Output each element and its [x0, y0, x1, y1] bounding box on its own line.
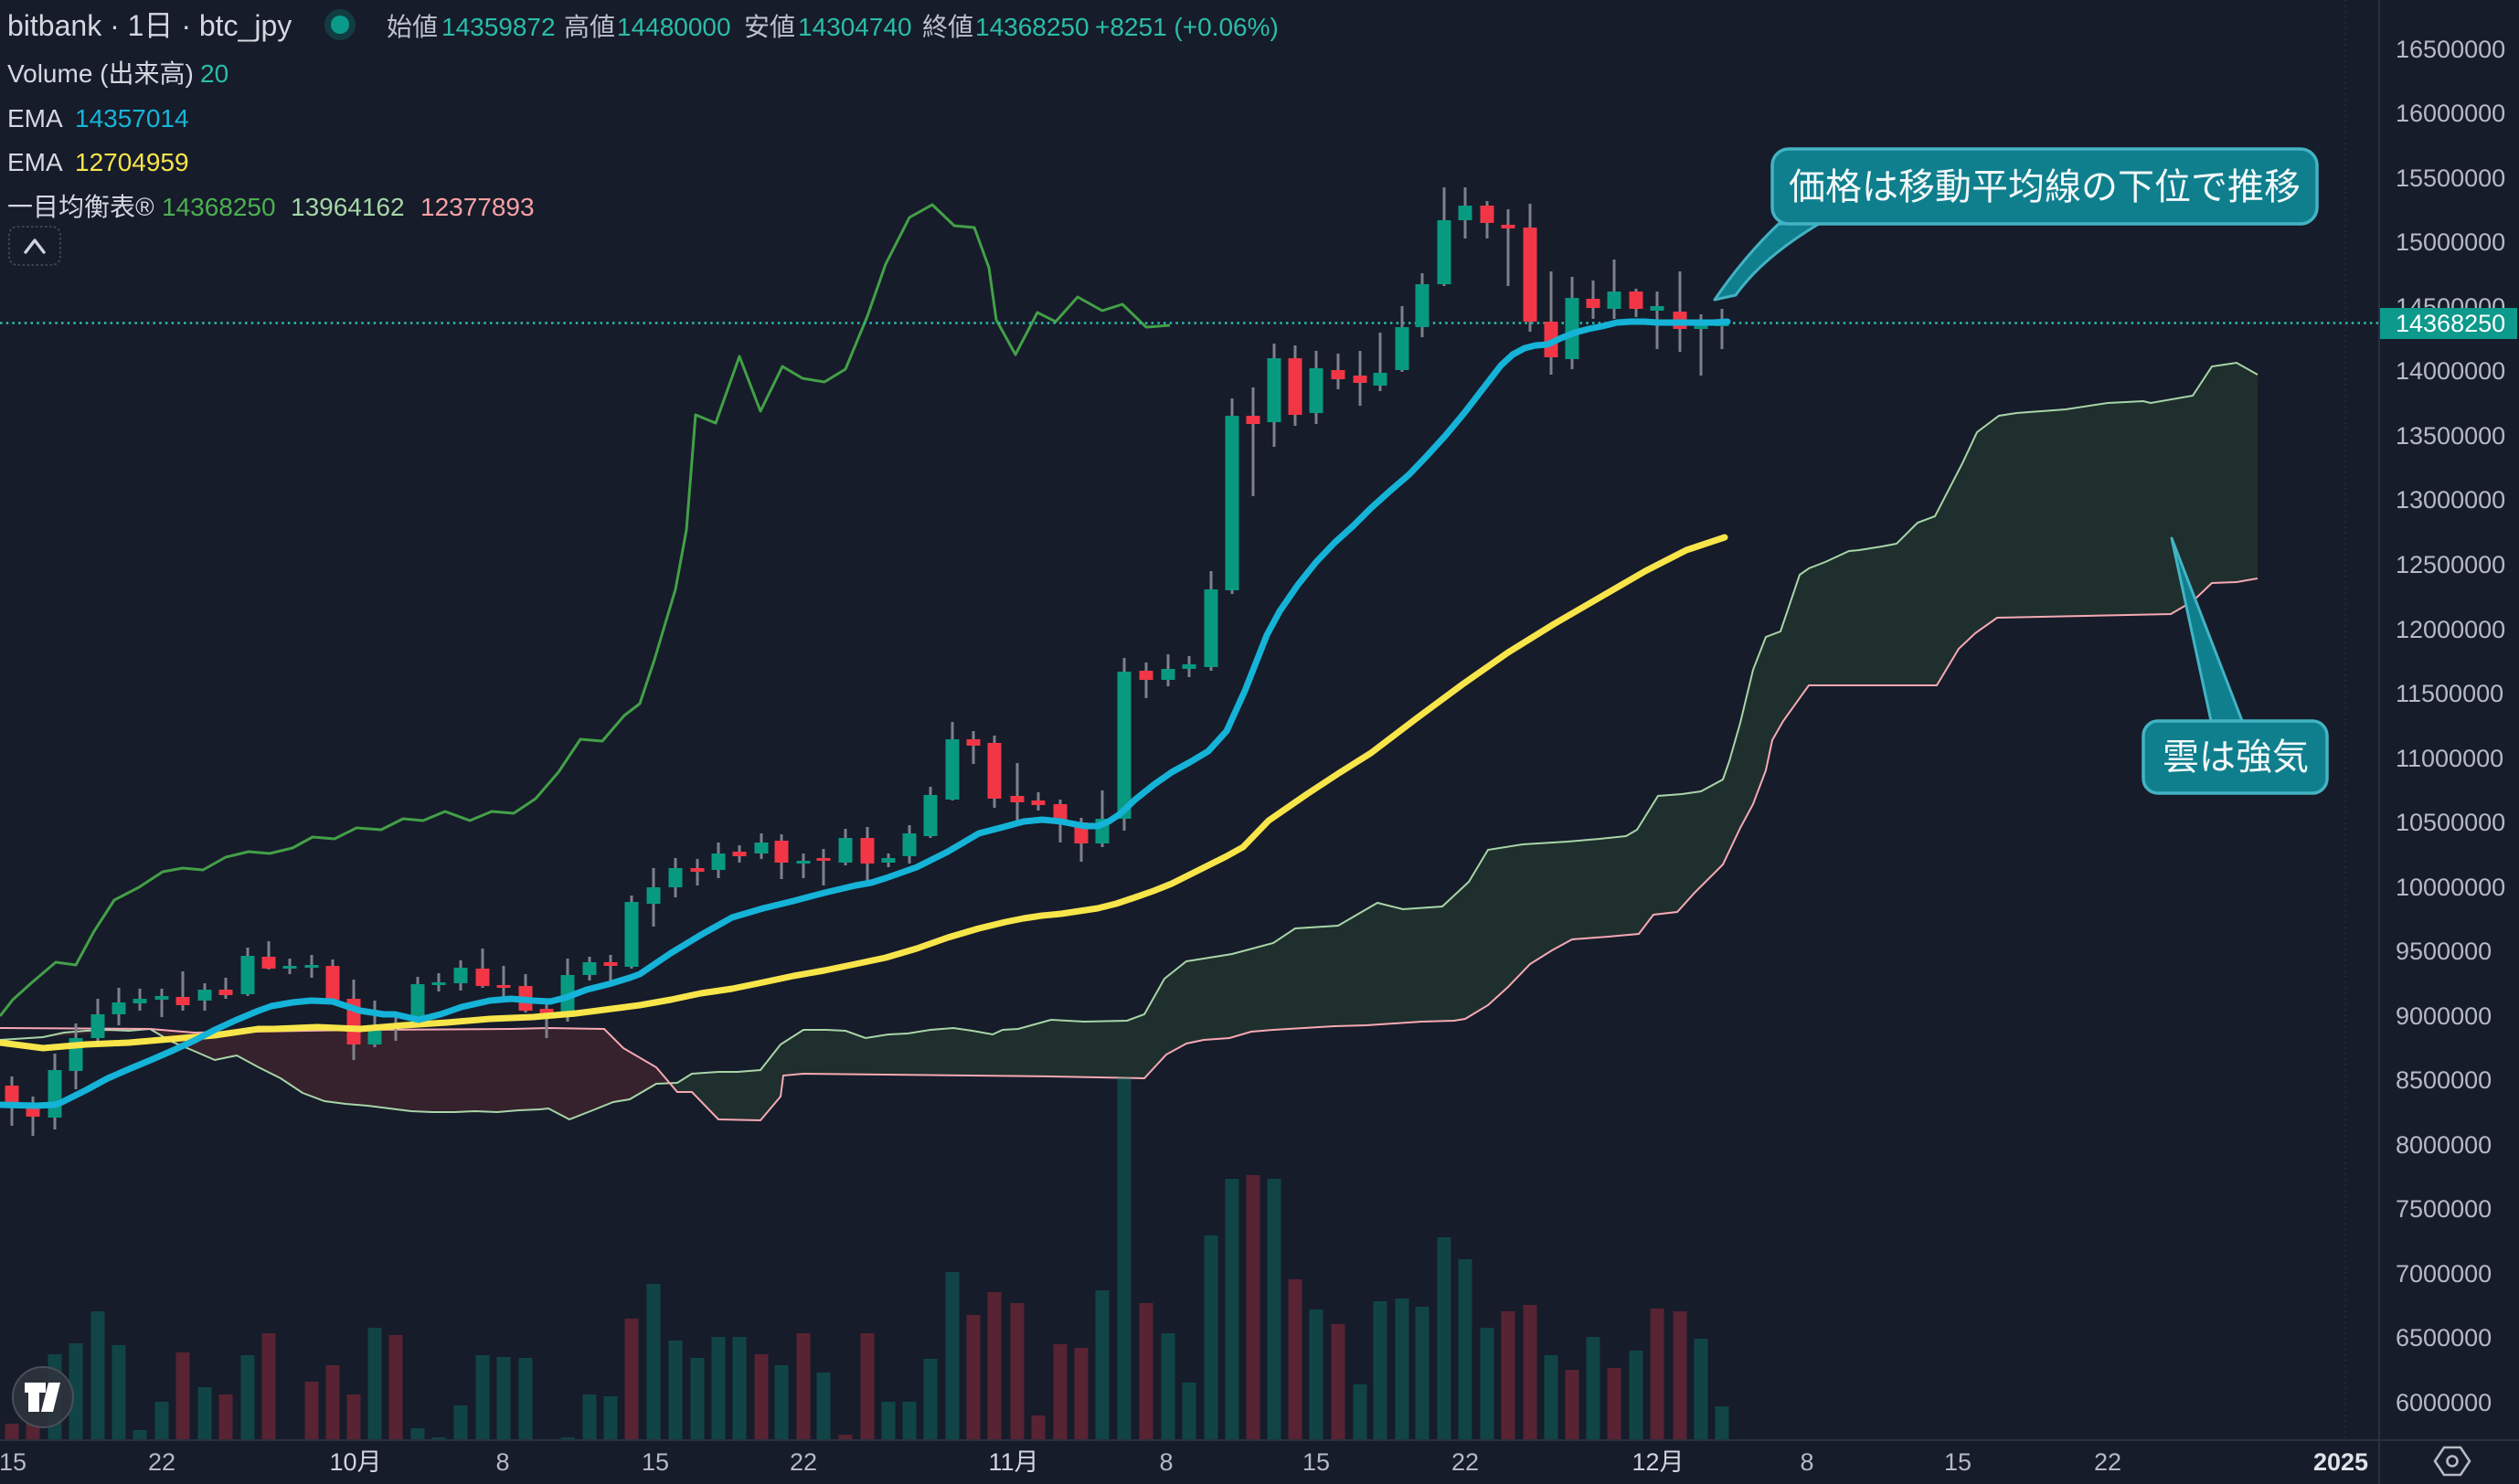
svg-text:bitbank · 1日 · btc_jpy: bitbank · 1日 · btc_jpy [7, 9, 292, 42]
svg-text:14357014: 14357014 [75, 104, 189, 132]
svg-text:始値: 始値 [387, 13, 438, 41]
svg-text:14000000: 14000000 [2396, 357, 2505, 385]
svg-text:雲は強気: 雲は強気 [2163, 737, 2309, 778]
svg-text:13964162: 13964162 [291, 193, 405, 221]
svg-text:6000000: 6000000 [2396, 1389, 2492, 1416]
svg-text:高値: 高値 [564, 13, 615, 41]
svg-text:12月: 12月 [1632, 1448, 1684, 1476]
svg-text:10月: 10月 [329, 1448, 381, 1476]
svg-text:15: 15 [1944, 1448, 1972, 1476]
svg-text:11500000: 11500000 [2396, 680, 2503, 707]
svg-text:7500000: 7500000 [2396, 1195, 2492, 1223]
svg-text:8000000: 8000000 [2396, 1131, 2492, 1159]
svg-text:8: 8 [495, 1448, 509, 1476]
svg-text:12500000: 12500000 [2396, 551, 2505, 578]
svg-text:14480000: 14480000 [617, 13, 731, 41]
svg-text:11月: 11月 [988, 1448, 1038, 1476]
svg-text:7000000: 7000000 [2396, 1260, 2492, 1288]
svg-text:8: 8 [1159, 1448, 1173, 1476]
svg-text:15: 15 [1302, 1448, 1330, 1476]
svg-text:16500000: 16500000 [2396, 36, 2505, 63]
svg-text:6500000: 6500000 [2396, 1324, 2492, 1352]
svg-text:8: 8 [1800, 1448, 1813, 1476]
svg-text:2025: 2025 [2313, 1448, 2368, 1476]
svg-text:11000000: 11000000 [2396, 745, 2503, 772]
svg-text:一目均衡表®: 一目均衡表® [7, 193, 154, 221]
svg-text:15: 15 [642, 1448, 669, 1476]
svg-text:EMA: EMA [7, 148, 63, 176]
svg-text:15000000: 15000000 [2396, 228, 2505, 256]
svg-text:8500000: 8500000 [2396, 1066, 2492, 1094]
svg-text:22: 22 [1451, 1448, 1479, 1476]
svg-text:22: 22 [148, 1448, 175, 1476]
svg-text:22: 22 [2094, 1448, 2121, 1476]
svg-text:+8251 (+0.06%): +8251 (+0.06%) [1095, 13, 1279, 41]
svg-text:10000000: 10000000 [2396, 874, 2505, 901]
svg-text:EMA: EMA [7, 104, 63, 132]
svg-text:Volume (出来高): Volume (出来高) [7, 59, 194, 88]
svg-text:14304740: 14304740 [798, 13, 912, 41]
svg-text:22: 22 [790, 1448, 817, 1476]
svg-text:9000000: 9000000 [2396, 1002, 2492, 1030]
svg-text:15500000: 15500000 [2396, 164, 2505, 192]
svg-text:16000000: 16000000 [2396, 100, 2505, 127]
svg-text:終値: 終値 [922, 13, 973, 41]
svg-text:13000000: 13000000 [2396, 486, 2505, 514]
svg-text:13500000: 13500000 [2396, 422, 2505, 450]
svg-text:20: 20 [200, 59, 229, 88]
svg-text:12000000: 12000000 [2396, 616, 2505, 643]
svg-text:14368250: 14368250 [2396, 310, 2505, 337]
svg-text:14359872: 14359872 [441, 13, 556, 41]
svg-text:15: 15 [0, 1448, 27, 1476]
svg-text:価格は移動平均線の下位で推移: 価格は移動平均線の下位で推移 [1789, 167, 2301, 207]
svg-text:12704959: 12704959 [75, 148, 189, 176]
svg-text:安値: 安値 [744, 13, 795, 41]
svg-text:14368250: 14368250 [975, 13, 1089, 41]
svg-text:9500000: 9500000 [2396, 938, 2492, 965]
svg-text:12377893: 12377893 [420, 193, 535, 221]
svg-text:14368250: 14368250 [162, 193, 276, 221]
svg-text:10500000: 10500000 [2396, 809, 2505, 836]
